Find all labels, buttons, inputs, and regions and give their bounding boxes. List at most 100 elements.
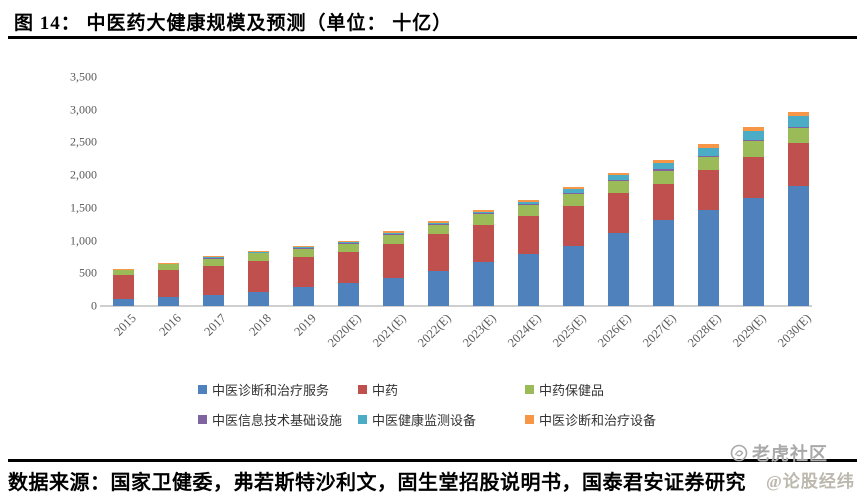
bar-segment [427,220,449,223]
legend-swatch [198,414,207,424]
bar-segment [697,155,719,157]
bar-segment [202,295,224,306]
bar-segment [607,193,629,233]
legend-swatch [198,384,207,394]
watermark-user-label: @论股经纬 [766,472,855,491]
bar-segment [247,252,269,262]
x-axis-label: 2016 [156,311,184,339]
y-axis-tick-label: 2,500 [70,134,97,149]
bar-segment [607,181,629,194]
bar-segment [427,224,449,235]
bar-segment [427,222,449,224]
legend-item: 中药保健品 [525,382,605,398]
bar-segment [247,291,269,306]
bar-segment [382,243,404,278]
x-axis-baseline [100,305,812,307]
bar-segment [247,261,269,292]
title-divider-rule [8,36,857,39]
bar-segment [787,142,809,186]
bar-segment [292,256,314,287]
watermark-community-label: 老虎社区 [752,444,828,464]
y-axis-tick-label: 0 [91,298,97,313]
bar-segment [472,262,494,306]
bar-segment [517,216,539,254]
bar-segment [652,169,674,171]
bar-segment [382,232,404,234]
y-axis-tick-label: 1,000 [70,233,97,248]
bar-segment [472,210,494,213]
bar-segment [562,192,584,194]
legend-label: 中医信息技术基础设施 [212,412,343,428]
bar-segment [742,157,764,199]
x-axis-label: 2022(E) [415,311,454,350]
x-axis-label: 2021(E) [370,311,409,350]
bar-segment [517,204,539,217]
legend-label: 中药 [372,382,399,398]
bar-segment [157,263,179,270]
bar-segment [112,269,134,275]
bar-segment [697,147,719,156]
bar-segment [157,270,179,298]
bar-segment [742,130,764,141]
bar-segment [697,170,719,211]
legend-swatch [525,384,534,394]
bar-segment [112,274,134,299]
bar-segment [652,220,674,306]
bar-segment [562,187,584,190]
legend-item: 中药 [358,382,399,398]
bar-segment [517,201,539,204]
bar-segment [742,141,764,158]
bar-segment [697,210,719,306]
bar-segment [472,212,494,214]
legend-label: 中药保健品 [539,382,605,398]
y-axis-tick-label: 2,000 [70,167,97,182]
bar-segment [382,233,404,235]
legend-swatch [358,414,367,424]
x-axis-label: 2024(E) [505,311,544,350]
bar-segment [652,183,674,221]
bar-segment [202,266,224,296]
bar-segment [517,253,539,306]
bar-segment [112,298,134,306]
bar-segment [427,271,449,306]
bar-segment [607,172,629,176]
bar-segment [517,203,539,205]
bar-segment [607,175,629,181]
bar-segment [427,223,449,225]
bar-segment [742,198,764,306]
x-axis-label: 2025(E) [550,311,589,350]
bar-segment [472,214,494,225]
bar-segment [337,283,359,306]
bar-segment [337,243,359,253]
bar-segment [652,170,674,184]
bar-segment [292,248,314,257]
bar-segment [652,159,674,163]
bar-segment [157,262,179,264]
x-axis-label: 2023(E) [460,311,499,350]
legend-item: 中医诊断和治疗服务 [198,382,329,398]
bar-segment [247,252,269,253]
bar-segment [787,126,809,129]
legend-swatch [358,384,367,394]
bar-segment [382,234,404,244]
figure-title: 图 14： 中医药大健康规模及预测（单位： 十亿） [14,13,453,34]
bar-segment [292,286,314,306]
bar-segment [607,180,629,182]
bar-segment [472,213,494,215]
bar-segment [292,247,314,248]
legend-item: 中医健康监测设备 [358,412,476,428]
y-axis-tick-label: 1,500 [70,200,97,215]
x-axis-label: 2027(E) [640,311,679,350]
x-axis-label: 2017 [201,311,229,339]
x-axis-label: 2015 [111,311,139,339]
bar-segment [652,162,674,170]
bar-segment [607,232,629,306]
bar-segment [337,242,359,243]
bar-segment [562,193,584,206]
x-axis-label: 2026(E) [595,311,634,350]
bar-segment [562,189,584,193]
bar-segment [787,185,809,306]
legend-item: 中医诊断和治疗设备 [525,412,656,428]
bar-segment [427,234,449,272]
